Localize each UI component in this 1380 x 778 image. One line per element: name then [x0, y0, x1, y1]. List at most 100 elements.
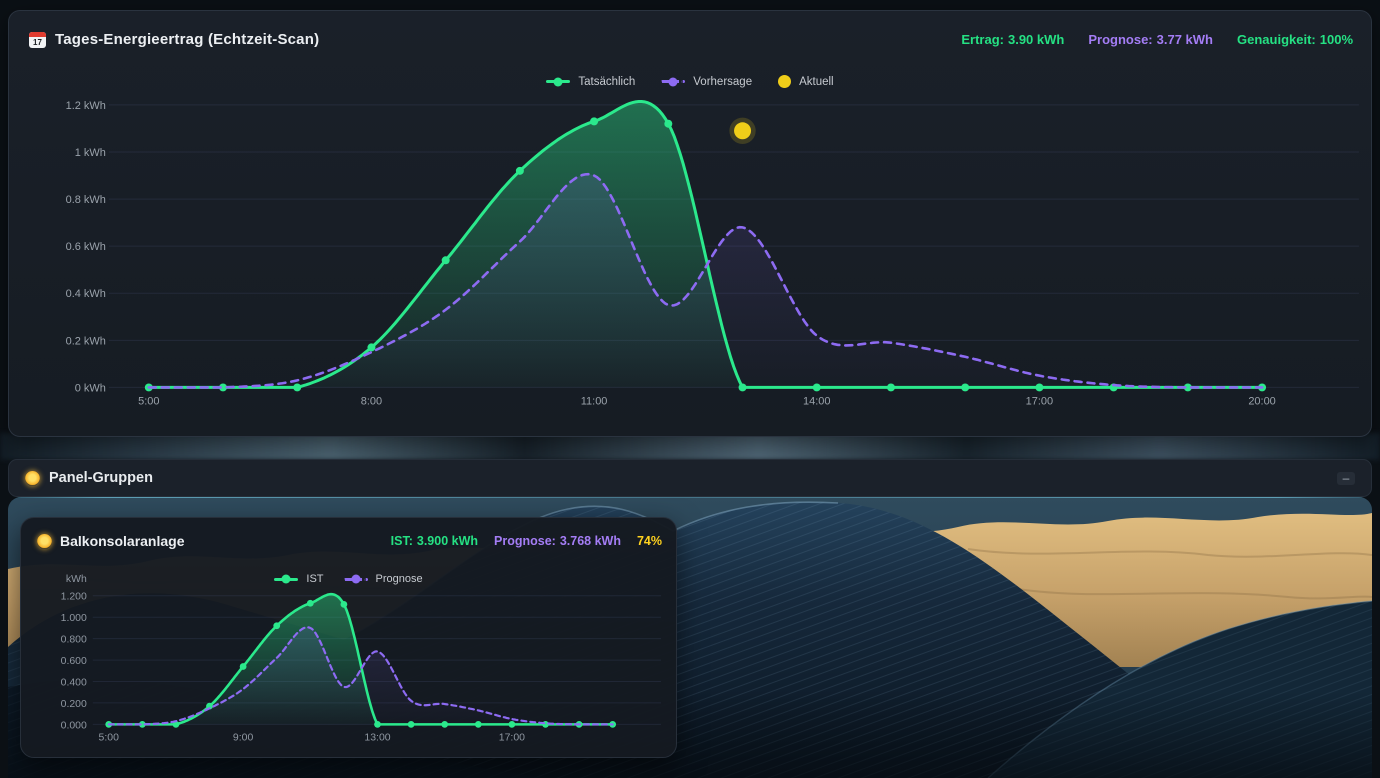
series-markers-IST [105, 599, 617, 728]
y-axis-label: 0.800 [61, 635, 87, 646]
y-axis-label: 0 kWh [75, 382, 106, 394]
stat-group-prognose: Prognose: 3.768 kWh [494, 534, 621, 548]
series-area-Prognose [108, 627, 613, 725]
x-axis-label: 13:00 [364, 732, 390, 743]
daily-card-title: Tages-Energieertrag (Echtzeit-Scan) [55, 31, 320, 48]
x-axis-label: 11:00 [581, 395, 608, 407]
y-axis-label: 0.200 [61, 699, 87, 710]
data-point-marker [293, 383, 302, 392]
group-stats: IST: 3.900 kWh Prognose: 3.768 kWh 74% [391, 534, 662, 548]
x-axis-label: 9:00 [233, 732, 254, 743]
data-point-marker [812, 383, 821, 392]
group-legend: IST Prognose [21, 573, 676, 585]
data-point-marker [138, 720, 146, 728]
y-axis-label: 1.2 kWh [66, 100, 106, 112]
legend-line-dashed-icon [661, 76, 686, 87]
group-chart[interactable]: 0.000 0.200 0.400 0.600 0.800 1.000 1.200 kWh 5:… [21, 518, 676, 758]
y-axis-label: 0.400 [61, 677, 87, 688]
series-line-Tatsächlich [147, 99, 1264, 389]
y-axis-unit: kWh [66, 574, 87, 585]
legend-item-vorhersage[interactable]: Vorhersage [661, 76, 752, 88]
y-axis-label: 0.600 [61, 656, 87, 667]
calendar-day: 17 [33, 37, 42, 47]
data-point-marker [474, 720, 482, 728]
y-axis-labels: 0 kWh 0.2 kWh 0.4 kWh 0.6 kWh 0.8 kWh 1 kWh 1.… [66, 100, 106, 395]
stat-genauigkeit: Genauigkeit: 100% [1237, 32, 1353, 47]
legend-item-aktuell[interactable]: Aktuell [778, 75, 834, 88]
background-horizon-glow [0, 433, 1380, 460]
x-axis-labels: 5:00 9:00 13:00 17:00 [99, 732, 526, 743]
series-line-Vorhersage [147, 172, 1264, 389]
x-axis-label: 17:00 [499, 732, 525, 743]
data-point-marker [441, 720, 449, 728]
data-point-marker [374, 720, 381, 728]
series-line-Prognose [107, 626, 614, 726]
balkonsolaranlage-card: Balkonsolaranlage IST: 3.900 kWh Prognose… [20, 517, 677, 758]
data-point-marker [590, 117, 599, 126]
stat-percent: 74% [636, 534, 662, 548]
daily-card-header: 17 Tages-Energieertrag (Echtzeit-Scan) E… [29, 31, 1353, 48]
data-point-marker [367, 343, 376, 352]
y-axis-label: 0.8 kWh [66, 194, 106, 206]
legend-line-dashed-icon [343, 574, 368, 585]
y-axis-label: 1 kWh [75, 147, 106, 159]
data-point-marker [508, 720, 516, 728]
data-point-marker [239, 663, 247, 670]
y-axis-label: 1.200 [61, 592, 87, 603]
data-point-marker [1035, 383, 1044, 392]
legend-line-solid-icon [274, 574, 299, 585]
x-axis-label: 5:00 [99, 732, 120, 743]
y-axis-label: 0.6 kWh [66, 241, 106, 253]
data-point-marker [441, 256, 450, 265]
panel-gruppen-header[interactable]: Panel-Gruppen – [8, 459, 1372, 497]
panel-gruppen-body: Balkonsolaranlage IST: 3.900 kWh Prognose… [8, 497, 1372, 778]
y-axis-label: 0.4 kWh [66, 288, 106, 300]
daily-legend: Tatsächlich Vorhersage Aktuell [9, 75, 1371, 88]
sun-icon [37, 533, 52, 549]
daily-energy-card: 17 Tages-Energieertrag (Echtzeit-Scan) E… [8, 10, 1372, 437]
data-point-marker [206, 702, 213, 710]
daily-stats: Ertrag: 3.90 kWh Prognose: 3.77 kWh Genaui… [961, 32, 1353, 47]
data-point-marker [306, 599, 314, 607]
group-card-title: Balkonsolaranlage [60, 533, 185, 549]
stat-ist: IST: 3.900 kWh [390, 534, 479, 548]
data-point-marker [1183, 383, 1192, 392]
x-axis-labels: 5:00 8:00 11:00 14:00 17:00 20:00 [138, 395, 1276, 407]
collapse-button[interactable]: – [1337, 471, 1355, 485]
x-axis-label: 8:00 [361, 395, 382, 407]
x-axis-label: 17:00 [1026, 395, 1053, 407]
data-point-marker [407, 720, 415, 728]
daily-energy-chart[interactable]: 0 kWh 0.2 kWh 0.4 kWh 0.6 kWh 0.8 kWh 1 kWh 1.… [9, 11, 1371, 437]
legend-line-solid-icon [546, 76, 571, 87]
current-marker [729, 117, 756, 144]
calendar-icon: 17 [29, 31, 46, 48]
y-axis-label: 0.2 kWh [66, 335, 106, 347]
legend-item-tatsaechlich[interactable]: Tatsächlich [546, 76, 635, 88]
x-axis-label: 5:00 [138, 395, 159, 407]
x-axis-label: 20:00 [1248, 395, 1275, 407]
daily-title-wrap: 17 Tages-Energieertrag (Echtzeit-Scan) [29, 31, 319, 48]
series-area-IST [108, 594, 613, 725]
data-point-marker [664, 119, 673, 128]
series-line-IST [107, 592, 614, 726]
sun-icon [25, 470, 40, 486]
series-area-Vorhersage [148, 174, 1263, 388]
group-card-header: Balkonsolaranlage IST: 3.900 kWh Prognose… [37, 533, 662, 549]
series-area-Tatsächlich [148, 101, 1263, 388]
data-point-marker [886, 383, 895, 392]
data-point-marker [219, 383, 228, 392]
stat-prognose: Prognose: 3.77 kWh [1088, 32, 1213, 47]
data-point-marker [340, 600, 348, 608]
y-axis-label: 0.000 [61, 720, 87, 731]
panel-gruppen-title: Panel-Gruppen [49, 470, 153, 486]
x-axis-label: 14:00 [803, 395, 830, 407]
legend-item-ist[interactable]: IST [274, 573, 324, 585]
stat-ertrag: Ertrag: 3.90 kWh [961, 32, 1065, 47]
legend-dot-icon [778, 75, 792, 88]
data-point-marker [738, 383, 747, 392]
y-axis-label: 1.000 [61, 613, 87, 624]
y-axis-labels: 0.000 0.200 0.400 0.600 0.800 1.000 1.200 kWh [61, 574, 87, 732]
data-point-marker [515, 166, 524, 175]
legend-item-prognose[interactable]: Prognose [343, 573, 423, 585]
data-point-marker [273, 622, 281, 630]
